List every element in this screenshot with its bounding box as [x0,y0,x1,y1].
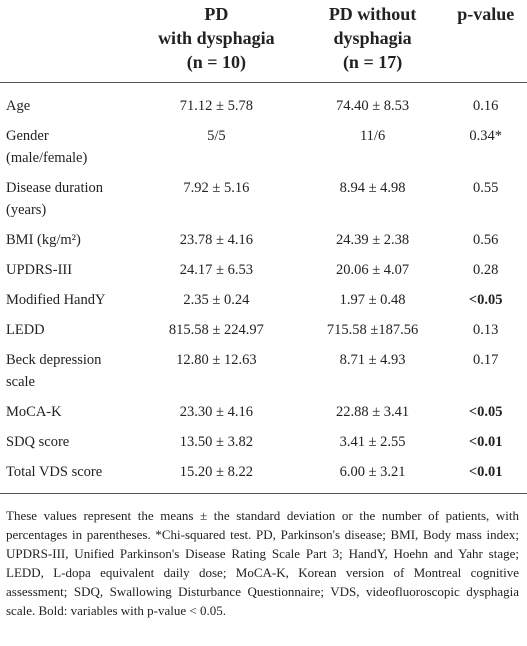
table-cell: 8.71 ± 4.93 [339,352,406,368]
header-cell: p-value [444,0,527,83]
page: PD with dysphagia (n = 10) PD without dyspha… [0,0,527,618]
table-cell: 0.34* [469,128,503,144]
data-table: PD with dysphagia (n = 10) PD without dyspha… [0,0,527,494]
table-cell: 2.35 ± 0.24 [183,292,250,308]
table-cell: <0.01 [468,464,503,480]
table-cell: 8.94 ± 4.98 [339,180,406,196]
table-cell: 7.92 ± 5.16 [183,180,250,196]
table-cell: SDQ score [6,434,70,450]
table-cell: Age [6,98,31,114]
table-cell: 815.58 ± 224.97 [168,322,264,338]
table-cell: 22.88 ± 3.41 [335,404,410,420]
header-line: p-value [457,4,515,24]
table-row: BMI (kg/m²) 23.78 ± 4.16 24.39 ± 2.38 0.56 [0,225,527,255]
table-row: Total VDS score 15.20 ± 8.22 6.00 ± 3.21 <0… [0,457,527,494]
table-cell: 6.00 ± 3.21 [339,464,406,480]
table-cell: Modified HandY [6,292,106,308]
table-cell: 0.17 [473,352,499,368]
table-cell: 15.20 ± 8.22 [179,464,253,480]
header-line: with dysphagia [158,28,275,48]
header-row: PD with dysphagia (n = 10) PD without dyspha… [0,0,527,83]
table-cell: 23.30 ± 4.16 [179,404,253,420]
table-row: Beck depression scale 12.80 ± 12.63 8.71 ±… [0,345,527,397]
table-cell: 71.12 ± 5.78 [179,98,253,114]
table-cell: 1.97 ± 0.48 [339,292,406,308]
table-body: Age 71.12 ± 5.78 74.40 ± 8.53 0.16 Gender (m… [0,83,527,494]
table-row: Gender (male/female) 5/5 11/6 0.34* [0,121,527,173]
table-cell: Total VDS score [6,464,103,480]
table-cell: <0.01 [468,434,503,450]
table-row: LEDD 815.58 ± 224.97 715.58 ±187.56 0.13 [0,315,527,345]
table-header: PD with dysphagia (n = 10) PD without dyspha… [0,0,527,83]
header-line: PD without [328,4,417,24]
table-cell: Disease duration (years) [6,180,104,218]
table-cell: Beck depression scale [6,352,102,390]
table-cell: 13.50 ± 3.82 [179,434,253,450]
table-cell: MoCA-K [6,404,62,420]
table-cell: 24.17 ± 6.53 [179,262,253,278]
table-cell: Gender (male/female) [6,128,88,166]
table-cell: LEDD [6,322,45,338]
header-line: PD [204,4,229,24]
header-line: (n = 10) [186,52,246,72]
header-line: dysphagia [333,28,412,48]
table-cell: 0.16 [473,98,499,114]
table-row: Age 71.12 ± 5.78 74.40 ± 8.53 0.16 [0,83,527,122]
table-cell: 24.39 ± 2.38 [335,232,410,248]
table-cell: UPDRS-III [6,262,73,278]
table-cell: 0.55 [473,180,499,196]
header-cell: PD without dysphagia (n = 17) [301,0,445,83]
table-row: SDQ score 13.50 ± 3.82 3.41 ± 2.55 <0.01 [0,427,527,457]
header-cell [0,0,132,83]
table-row: MoCA-K 23.30 ± 4.16 22.88 ± 3.41 <0.05 [0,397,527,427]
table-cell: <0.05 [468,404,503,420]
table-cell: 0.13 [473,322,499,338]
table-cell: 0.28 [473,262,499,278]
footnote: These values represent the means ± the s… [6,508,519,618]
table-row: Modified HandY 2.35 ± 0.24 1.97 ± 0.48 <0.0… [0,285,527,315]
table-cell: 12.80 ± 12.63 [176,352,257,368]
table-cell: 5/5 [207,128,226,144]
table-cell: 23.78 ± 4.16 [179,232,253,248]
table-cell: 20.06 ± 4.07 [335,262,410,278]
table-cell: 715.58 ±187.56 [326,322,419,338]
table-cell: 74.40 ± 8.53 [335,98,410,114]
table-cell: 11/6 [359,128,386,144]
table-cell: BMI (kg/m²) [6,232,81,248]
table-cell: <0.05 [468,292,503,308]
header-line: (n = 17) [342,52,403,72]
table-row: Disease duration (years) 7.92 ± 5.16 8.94 … [0,173,527,225]
table-row: UPDRS-III 24.17 ± 6.53 20.06 ± 4.07 0.28 [0,255,527,285]
table-cell: 3.41 ± 2.55 [339,434,406,450]
table-cell: 0.56 [473,232,499,248]
header-cell: PD with dysphagia (n = 10) [132,0,301,83]
